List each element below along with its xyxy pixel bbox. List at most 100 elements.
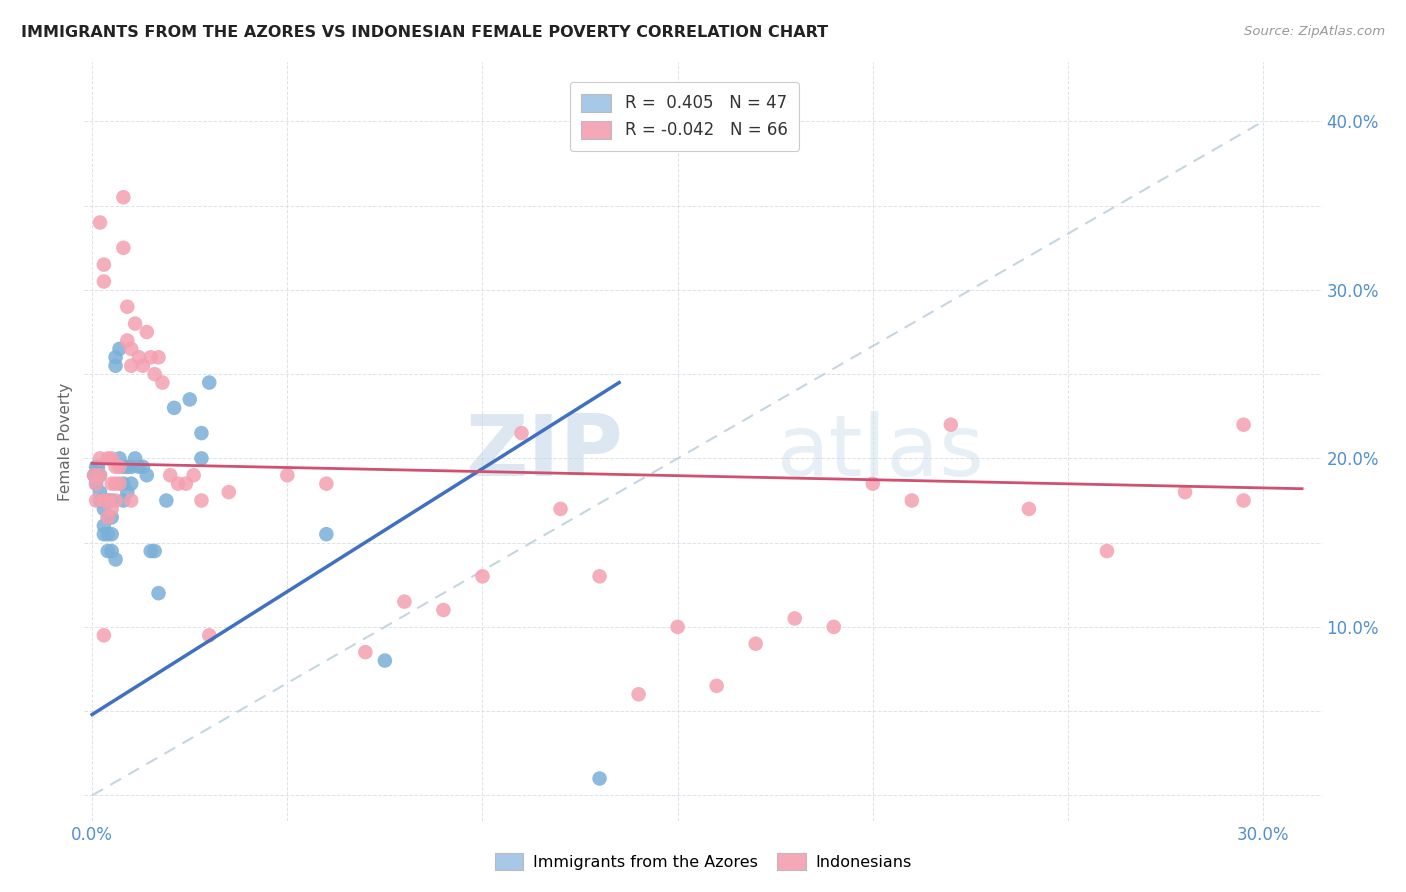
Point — [108, 451, 131, 466]
Point — [148, 586, 170, 600]
Point — [666, 620, 689, 634]
Point — [112, 241, 135, 255]
Point — [190, 451, 212, 466]
Point — [93, 628, 115, 642]
Text: IMMIGRANTS FROM THE AZORES VS INDONESIAN FEMALE POVERTY CORRELATION CHART: IMMIGRANTS FROM THE AZORES VS INDONESIAN… — [21, 25, 828, 40]
Point — [1095, 544, 1118, 558]
Point — [901, 493, 924, 508]
Point — [100, 476, 122, 491]
Point — [97, 493, 120, 508]
Point — [1018, 502, 1040, 516]
Point — [112, 190, 135, 204]
Point — [100, 544, 122, 558]
Point — [120, 476, 142, 491]
Point — [108, 459, 131, 474]
Point — [155, 493, 177, 508]
Y-axis label: Female Poverty: Female Poverty — [58, 383, 73, 500]
Point — [862, 476, 884, 491]
Point — [84, 476, 107, 491]
Point — [471, 569, 494, 583]
Point — [89, 485, 111, 500]
Point — [93, 493, 115, 508]
Point — [394, 594, 416, 608]
Point — [87, 459, 110, 474]
Point — [132, 459, 155, 474]
Point — [135, 468, 157, 483]
Point — [120, 459, 142, 474]
Point — [218, 485, 240, 500]
Point — [183, 468, 205, 483]
Point — [1232, 417, 1254, 432]
Point — [315, 527, 337, 541]
Point — [550, 502, 572, 516]
Point — [108, 342, 131, 356]
Point — [128, 459, 150, 474]
Point — [84, 476, 107, 491]
Point — [120, 493, 142, 508]
Point — [823, 620, 845, 634]
Point — [112, 459, 135, 474]
Point — [120, 342, 142, 356]
Point — [198, 376, 221, 390]
Point — [148, 351, 170, 365]
Point — [1232, 493, 1254, 508]
Point — [83, 468, 105, 483]
Point — [83, 468, 105, 483]
Point — [93, 527, 115, 541]
Point — [783, 611, 806, 625]
Point — [93, 258, 115, 272]
Point — [97, 510, 120, 524]
Point — [100, 493, 122, 508]
Point — [93, 493, 115, 508]
Point — [143, 367, 166, 381]
Point — [97, 510, 120, 524]
Point — [112, 493, 135, 508]
Point — [510, 426, 533, 441]
Point — [354, 645, 377, 659]
Point — [117, 485, 139, 500]
Point — [135, 325, 157, 339]
Point — [1174, 485, 1197, 500]
Point — [104, 493, 127, 508]
Point — [84, 493, 107, 508]
Point — [97, 493, 120, 508]
Point — [117, 459, 139, 474]
Point — [100, 510, 122, 524]
Text: Source: ZipAtlas.com: Source: ZipAtlas.com — [1244, 25, 1385, 38]
Point — [432, 603, 454, 617]
Point — [93, 502, 115, 516]
Point — [139, 351, 162, 365]
Point — [315, 476, 337, 491]
Point — [706, 679, 728, 693]
Point — [159, 468, 181, 483]
Point — [97, 451, 120, 466]
Point — [93, 518, 115, 533]
Legend: R =  0.405   N = 47, R = -0.042   N = 66: R = 0.405 N = 47, R = -0.042 N = 66 — [569, 82, 799, 151]
Point — [627, 687, 650, 701]
Point — [104, 351, 127, 365]
Point — [198, 628, 221, 642]
Point — [104, 359, 127, 373]
Point — [190, 493, 212, 508]
Point — [120, 359, 142, 373]
Point — [374, 654, 396, 668]
Point — [104, 476, 127, 491]
Point — [108, 476, 131, 491]
Legend: Immigrants from the Azores, Indonesians: Immigrants from the Azores, Indonesians — [488, 847, 918, 877]
Point — [89, 468, 111, 483]
Point — [89, 215, 111, 229]
Point — [104, 459, 127, 474]
Text: ZIP: ZIP — [465, 411, 623, 494]
Point — [939, 417, 962, 432]
Point — [97, 544, 120, 558]
Point — [89, 451, 111, 466]
Point — [744, 637, 766, 651]
Point — [132, 359, 155, 373]
Point — [89, 493, 111, 508]
Point — [167, 476, 190, 491]
Point — [84, 459, 107, 474]
Point — [104, 552, 127, 566]
Point — [93, 275, 115, 289]
Point — [112, 476, 135, 491]
Point — [100, 451, 122, 466]
